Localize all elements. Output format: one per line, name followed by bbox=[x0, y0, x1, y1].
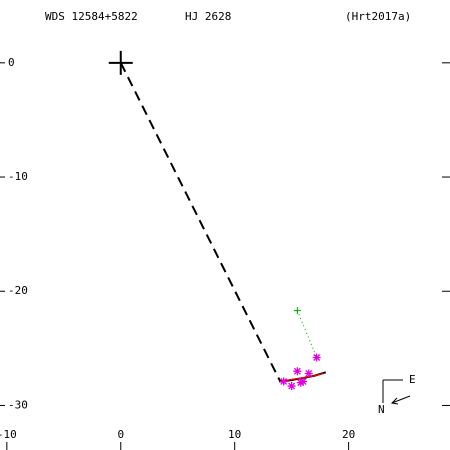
y-tick-label: 0 bbox=[8, 56, 15, 69]
observation bbox=[287, 382, 296, 391]
observation bbox=[299, 377, 308, 386]
observation bbox=[304, 369, 313, 378]
x-tick-label: -10 bbox=[0, 428, 17, 441]
motion-arrow bbox=[391, 395, 411, 404]
y-tick-label: -30 bbox=[8, 398, 28, 411]
compass-n-label: N bbox=[378, 403, 385, 416]
observation bbox=[312, 353, 321, 362]
observation bbox=[293, 367, 302, 376]
primary-star bbox=[108, 50, 133, 75]
compass: E N bbox=[378, 373, 416, 416]
x-tick-label: 0 bbox=[117, 428, 124, 441]
measure-link bbox=[296, 310, 318, 358]
chart-subtitle: HJ 2628 bbox=[185, 10, 231, 23]
y-tick-label: -20 bbox=[8, 284, 28, 297]
reference: (Hrt2017a) bbox=[345, 10, 411, 23]
x-tick-label: 10 bbox=[228, 428, 241, 441]
x-tick-label: 20 bbox=[342, 428, 355, 441]
orbit-fit bbox=[282, 372, 324, 382]
first-measure bbox=[293, 307, 301, 315]
arrow-head bbox=[390, 397, 399, 405]
compass-e-label: E bbox=[409, 373, 416, 386]
observation bbox=[296, 378, 305, 387]
y-tick-label: -10 bbox=[8, 170, 28, 183]
chart-title: WDS 12584+5822 bbox=[45, 10, 138, 23]
observation bbox=[279, 377, 288, 386]
node-line bbox=[119, 62, 282, 382]
